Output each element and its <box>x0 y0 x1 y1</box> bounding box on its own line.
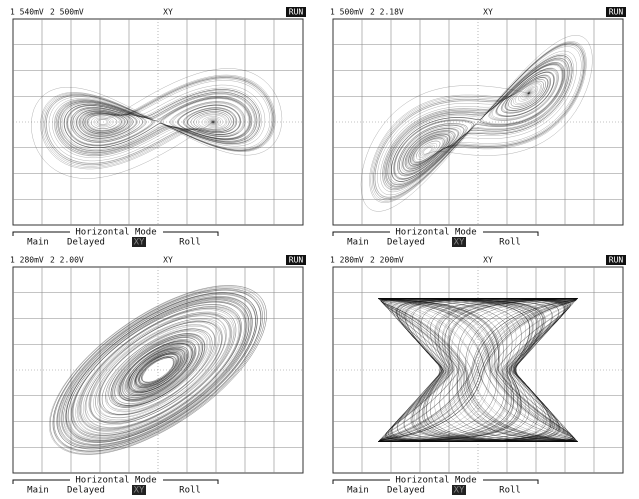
mode-label: XY <box>483 256 493 265</box>
mode-label: XY <box>483 8 493 17</box>
scope-screens: 1 540mV 2 500mV XY RUN Horizontal Mode Main De… <box>0 0 639 499</box>
channel-1-scale: 1 500mV <box>330 8 364 17</box>
mode-label: XY <box>163 8 173 17</box>
menu-option: XY <box>134 486 145 496</box>
channel-1-scale: 1 280mV <box>330 256 364 265</box>
scope-panel: 1 280mV 2 200mV XY RUN Horizontal Mode Main De… <box>330 255 626 496</box>
channel-2-scale: 2 2.00V <box>50 256 84 265</box>
menu-option: XY <box>454 238 465 248</box>
menu-option: XY <box>454 486 465 496</box>
menu-option: Delayed <box>387 238 425 248</box>
menu-option: Main <box>27 238 49 248</box>
menu-option: Main <box>347 238 369 248</box>
menu-option: Delayed <box>67 486 105 496</box>
menu-title: Horizontal Mode <box>75 476 156 486</box>
channel-2-scale: 2 2.18V <box>370 8 404 17</box>
trace <box>31 68 282 178</box>
menu-option: XY <box>134 238 145 248</box>
menu-title: Horizontal Mode <box>395 476 476 486</box>
menu-option: Roll <box>499 238 521 248</box>
menu-option: Roll <box>499 486 521 496</box>
menu-option: Roll <box>179 238 201 248</box>
channel-1-scale: 1 280mV <box>10 256 44 265</box>
mode-label: XY <box>163 256 173 265</box>
channel-1-scale: 1 540mV <box>10 8 44 17</box>
scope-panel: 1 500mV 2 2.18V XY RUN Horizontal Mode Main De… <box>330 7 626 248</box>
status-label: RUN <box>609 8 624 17</box>
scope-panel: 1 540mV 2 500mV XY RUN Horizontal Mode Main De… <box>10 7 306 248</box>
menu-title: Horizontal Mode <box>75 228 156 238</box>
menu-option: Main <box>347 486 369 496</box>
scope-panel: 1 280mV 2 2.00V XY RUN Horizontal Mode Main De… <box>10 255 306 496</box>
menu-title: Horizontal Mode <box>395 228 476 238</box>
menu-option: Delayed <box>387 486 425 496</box>
status-label: RUN <box>609 256 624 265</box>
channel-2-scale: 2 500mV <box>50 8 84 17</box>
channel-2-scale: 2 200mV <box>370 256 404 265</box>
menu-option: Main <box>27 486 49 496</box>
status-label: RUN <box>289 8 304 17</box>
status-label: RUN <box>289 256 304 265</box>
menu-option: Roll <box>179 486 201 496</box>
menu-option: Delayed <box>67 238 105 248</box>
trace <box>361 35 592 211</box>
